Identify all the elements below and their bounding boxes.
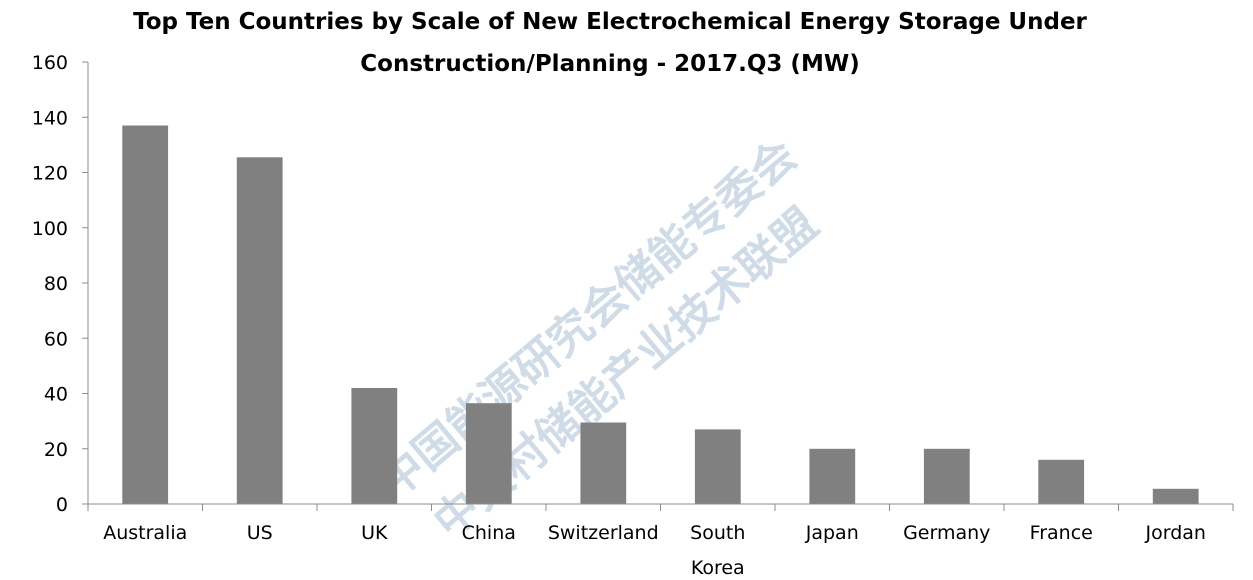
chart-title-line-1: Top Ten Countries by Scale of New Electr… <box>133 9 1087 35</box>
y-tick-label: 140 <box>32 107 68 129</box>
bars <box>122 125 1199 505</box>
y-tick-label: 40 <box>44 384 68 406</box>
y-tick-label: 120 <box>32 163 68 185</box>
x-tick-label: Switzerland <box>548 522 659 544</box>
bar-germany <box>923 448 970 505</box>
x-tick-label: South Korea <box>690 522 745 579</box>
bar-france <box>1038 459 1085 504</box>
x-tick-label: Japan <box>805 522 859 544</box>
bar-japan <box>809 448 856 505</box>
y-tick-label: 100 <box>32 218 68 240</box>
x-axis: Australia US UK China Switzerland South Korea J… <box>87 503 1234 579</box>
x-tick-label: Jordan <box>1145 522 1206 544</box>
bar-switzerland <box>580 422 627 504</box>
y-tick-label: 160 <box>32 52 68 74</box>
x-tick-label: US <box>247 522 273 544</box>
x-tick-label: France <box>1030 522 1093 544</box>
x-tick-label: UK <box>361 522 388 544</box>
y-tick-label: 80 <box>44 273 68 295</box>
y-tick-label: 20 <box>44 439 68 461</box>
bar-australia <box>122 125 169 504</box>
x-tick-label: Australia <box>103 522 187 544</box>
x-tick-label: China <box>462 522 516 544</box>
y-axis: 0 20 40 60 80 100 120 140 160 <box>32 52 89 516</box>
bar-jordan <box>1152 488 1199 504</box>
bar-uk <box>351 388 398 504</box>
y-tick-label: 60 <box>44 328 68 350</box>
bar-south-korea <box>694 429 741 504</box>
y-tick-label: 0 <box>56 494 68 516</box>
x-tick-label: Germany <box>903 522 990 544</box>
chart-title-line-2: Construction/Planning - 2017.Q3 (MW) <box>360 51 859 77</box>
bar-china <box>465 403 512 504</box>
bar-us <box>236 157 283 505</box>
